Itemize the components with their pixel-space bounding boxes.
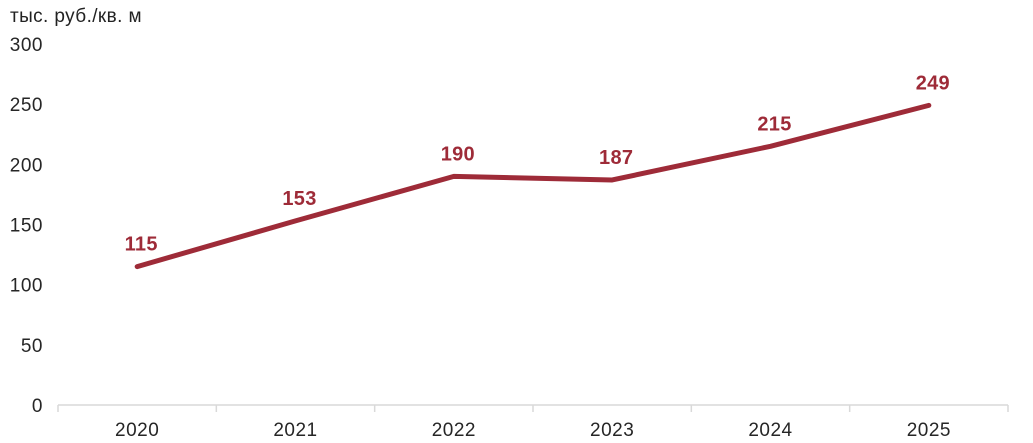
y-tick-label: 300 [10, 35, 43, 56]
y-axis-title: тыс. руб./кв. м [10, 6, 142, 27]
y-tick-label: 200 [10, 155, 43, 176]
y-tick-label: 100 [10, 276, 43, 297]
data-point-label: 190 [441, 143, 475, 165]
y-tick-label: 0 [32, 396, 43, 417]
data-point-label: 215 [757, 113, 791, 135]
x-tick-label: 2022 [432, 420, 476, 441]
data-point-label: 249 [916, 72, 950, 94]
data-point-label: 115 [125, 234, 158, 256]
x-tick-label: 2021 [273, 420, 317, 441]
data-point-label: 153 [282, 188, 316, 210]
x-tick-label: 2020 [115, 420, 159, 441]
x-tick-label: 2024 [748, 420, 792, 441]
x-tick-label: 2025 [907, 420, 951, 441]
price-line [134, 102, 932, 270]
y-tick-label: 150 [10, 216, 43, 237]
y-tick-label: 250 [10, 95, 43, 116]
data-point-label: 187 [599, 147, 633, 169]
y-tick-label: 50 [21, 336, 43, 357]
x-tick-label: 2023 [590, 420, 634, 441]
